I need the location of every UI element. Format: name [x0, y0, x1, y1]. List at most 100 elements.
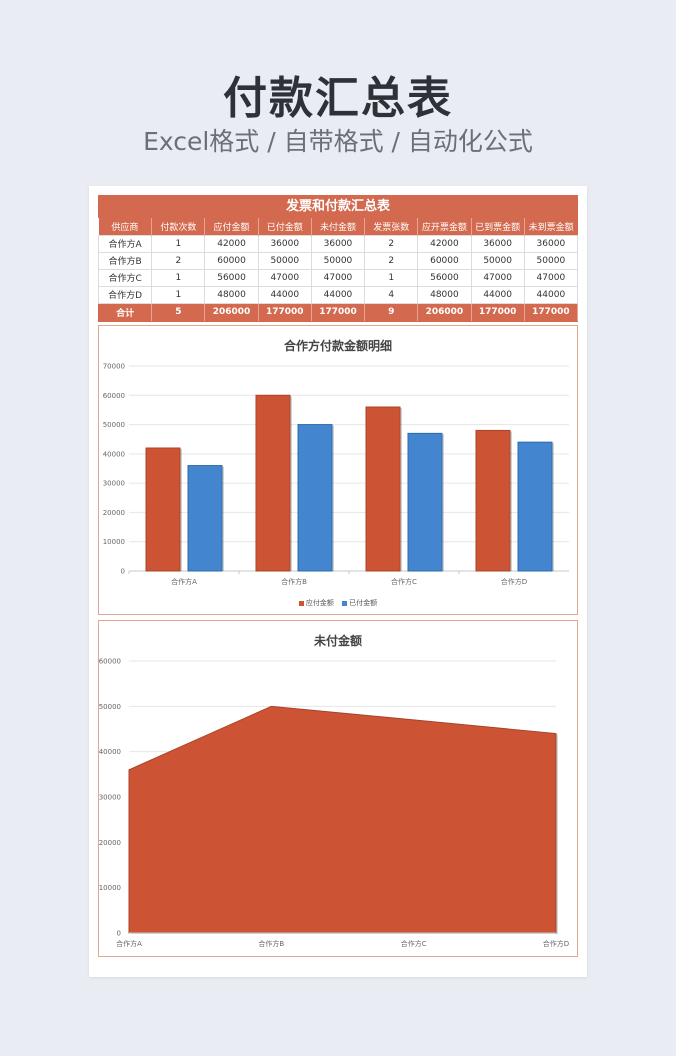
page-hero-title: 付款汇总表	[223, 73, 453, 124]
column-header: 未付金额	[311, 218, 366, 235]
table-cell: 合作方C	[97, 268, 153, 287]
total-cell: 206000	[417, 302, 472, 322]
bar-chart-title: 合作方付款金额明细	[283, 339, 392, 353]
table-cell: 1	[364, 268, 419, 287]
area-chart-panel: 未付金额 0 10000 20000 30000 40000 50000 60000 合作方A…	[98, 620, 578, 957]
y-tick-label: 40000	[99, 748, 121, 756]
bar-chart-legend: 应付金额 已付金额	[99, 598, 577, 608]
y-tick-label: 0	[117, 930, 121, 938]
bar	[187, 465, 223, 572]
table-cell: 36000	[257, 234, 312, 253]
table-cell: 48000	[204, 285, 259, 304]
table-cell: 4	[364, 285, 419, 304]
area-chart-svg: 0 10000 20000 30000 40000 50000 60000 合作方A 合作方B 合…	[99, 658, 569, 949]
bar	[297, 424, 333, 572]
total-cell: 206000	[204, 302, 259, 322]
y-tick-label: 50000	[99, 703, 121, 711]
table-title: 发票和付款汇总表	[98, 195, 578, 218]
x-tick-label: 合作方A	[116, 939, 142, 948]
table-cell: 2	[364, 251, 419, 270]
page-hero-subtitle: Excel格式 / 自带格式 / 自动化公式	[143, 127, 533, 156]
table-row: 合作方D 1 48000 44000 44000 4 48000 44000 44000	[97, 285, 579, 304]
y-tick-label: 10000	[99, 884, 121, 892]
area-chart-title: 未付金额	[313, 634, 362, 648]
table-cell: 50000	[523, 251, 579, 270]
table-row: 合作方B 2 60000 50000 50000 2 60000 50000 50000	[97, 251, 579, 270]
table-cell: 1	[151, 268, 206, 287]
total-cell: 5	[151, 302, 206, 322]
table-cell: 合作方A	[97, 234, 153, 253]
y-tick-label: 40000	[103, 450, 125, 458]
table-cell: 36000	[310, 234, 366, 253]
total-cell: 9	[364, 302, 419, 322]
y-tick-label: 30000	[103, 480, 125, 488]
summary-table: 供应商 付款次数 应付金额 已付金额 未付金额 发票张数 应开票金额 已到票金额 未到票金额 合…	[97, 218, 579, 322]
table-cell: 36000	[470, 234, 525, 253]
table-cell: 1	[151, 234, 206, 253]
legend-label: 已付金额	[349, 599, 378, 607]
column-header: 应开票金额	[417, 218, 472, 235]
column-header: 发票张数	[364, 218, 419, 235]
y-tick-label: 20000	[103, 509, 125, 517]
y-tick-label: 50000	[103, 421, 125, 429]
y-tick-label: 60000	[99, 658, 121, 666]
total-cell: 177000	[523, 302, 579, 322]
table-cell: 50000	[470, 251, 525, 270]
table-cell: 36000	[523, 234, 579, 253]
table-cell: 44000	[310, 285, 366, 304]
table-row: 合作方A 1 42000 36000 36000 2 42000 36000 36000	[97, 234, 579, 253]
bar	[365, 406, 401, 572]
table-cell: 2	[151, 251, 206, 270]
table-cell: 44000	[470, 285, 525, 304]
y-tick-label: 10000	[103, 538, 125, 546]
table-cell: 1	[151, 285, 206, 304]
x-tick-label: 合作方B	[281, 577, 307, 586]
table-cell: 50000	[310, 251, 366, 270]
total-cell: 177000	[257, 302, 312, 322]
legend-label: 应付金额	[305, 599, 334, 607]
area-fill	[128, 705, 557, 934]
table-cell: 47000	[310, 268, 366, 287]
legend-item-series-1: 应付金额	[298, 598, 334, 608]
table-cell: 56000	[204, 268, 259, 287]
table-total-row: 合计 5 206000 177000 177000 9 206000 177000 177000	[97, 302, 579, 322]
table-cell: 合作方B	[97, 251, 153, 270]
table-cell: 47000	[523, 268, 579, 287]
summary-table-block: 发票和付款汇总表 供应商 付款次数 应付金额 已付金额 未付金额 发票张数 应开票金额 已到票…	[97, 195, 579, 322]
column-header: 已付金额	[258, 218, 312, 235]
x-tick-label: 合作方D	[543, 939, 569, 948]
legend-swatch	[342, 600, 348, 606]
legend-item-series-2: 已付金额	[342, 598, 377, 608]
y-tick-label: 60000	[103, 392, 125, 400]
total-cell: 合计	[97, 302, 153, 322]
bar	[407, 432, 443, 572]
column-header: 应付金额	[204, 218, 259, 235]
table-cell: 47000	[470, 268, 525, 287]
bar-chart-svg: 0 10000 20000 30000 40000 50000 60000 70000 合作方A…	[103, 363, 569, 586]
total-cell: 177000	[470, 302, 525, 322]
column-header: 未到票金额	[524, 218, 578, 235]
table-cell: 48000	[417, 285, 472, 304]
y-tick-label: 30000	[99, 794, 121, 802]
x-tick-label: 合作方C	[401, 939, 427, 948]
x-tick-label: 合作方A	[171, 577, 197, 586]
bar	[517, 441, 553, 572]
table-cell: 合作方D	[97, 285, 153, 304]
table-cell: 42000	[417, 234, 472, 253]
y-tick-label: 20000	[99, 839, 121, 847]
bar	[255, 394, 291, 572]
x-tick-label: 合作方D	[501, 577, 527, 586]
legend-swatch	[298, 600, 304, 606]
table-cell: 44000	[257, 285, 312, 304]
y-tick-label: 0	[121, 568, 125, 576]
spreadsheet-sheet: 发票和付款汇总表 供应商 付款次数 应付金额 已付金额 未付金额 发票张数 应开票金额 已到票…	[89, 186, 587, 977]
bar-chart-panel: 合作方付款金额明细 0 10000 20000 30000 40000 50000 6000…	[98, 325, 578, 615]
column-header: 供应商	[98, 218, 153, 235]
column-header: 付款次数	[151, 218, 206, 235]
table-cell: 60000	[204, 251, 259, 270]
column-header: 已到票金额	[471, 218, 525, 235]
x-tick-label: 合作方B	[258, 939, 284, 948]
table-cell: 47000	[257, 268, 312, 287]
table-cell: 56000	[417, 268, 472, 287]
x-tick-label: 合作方C	[391, 577, 417, 586]
